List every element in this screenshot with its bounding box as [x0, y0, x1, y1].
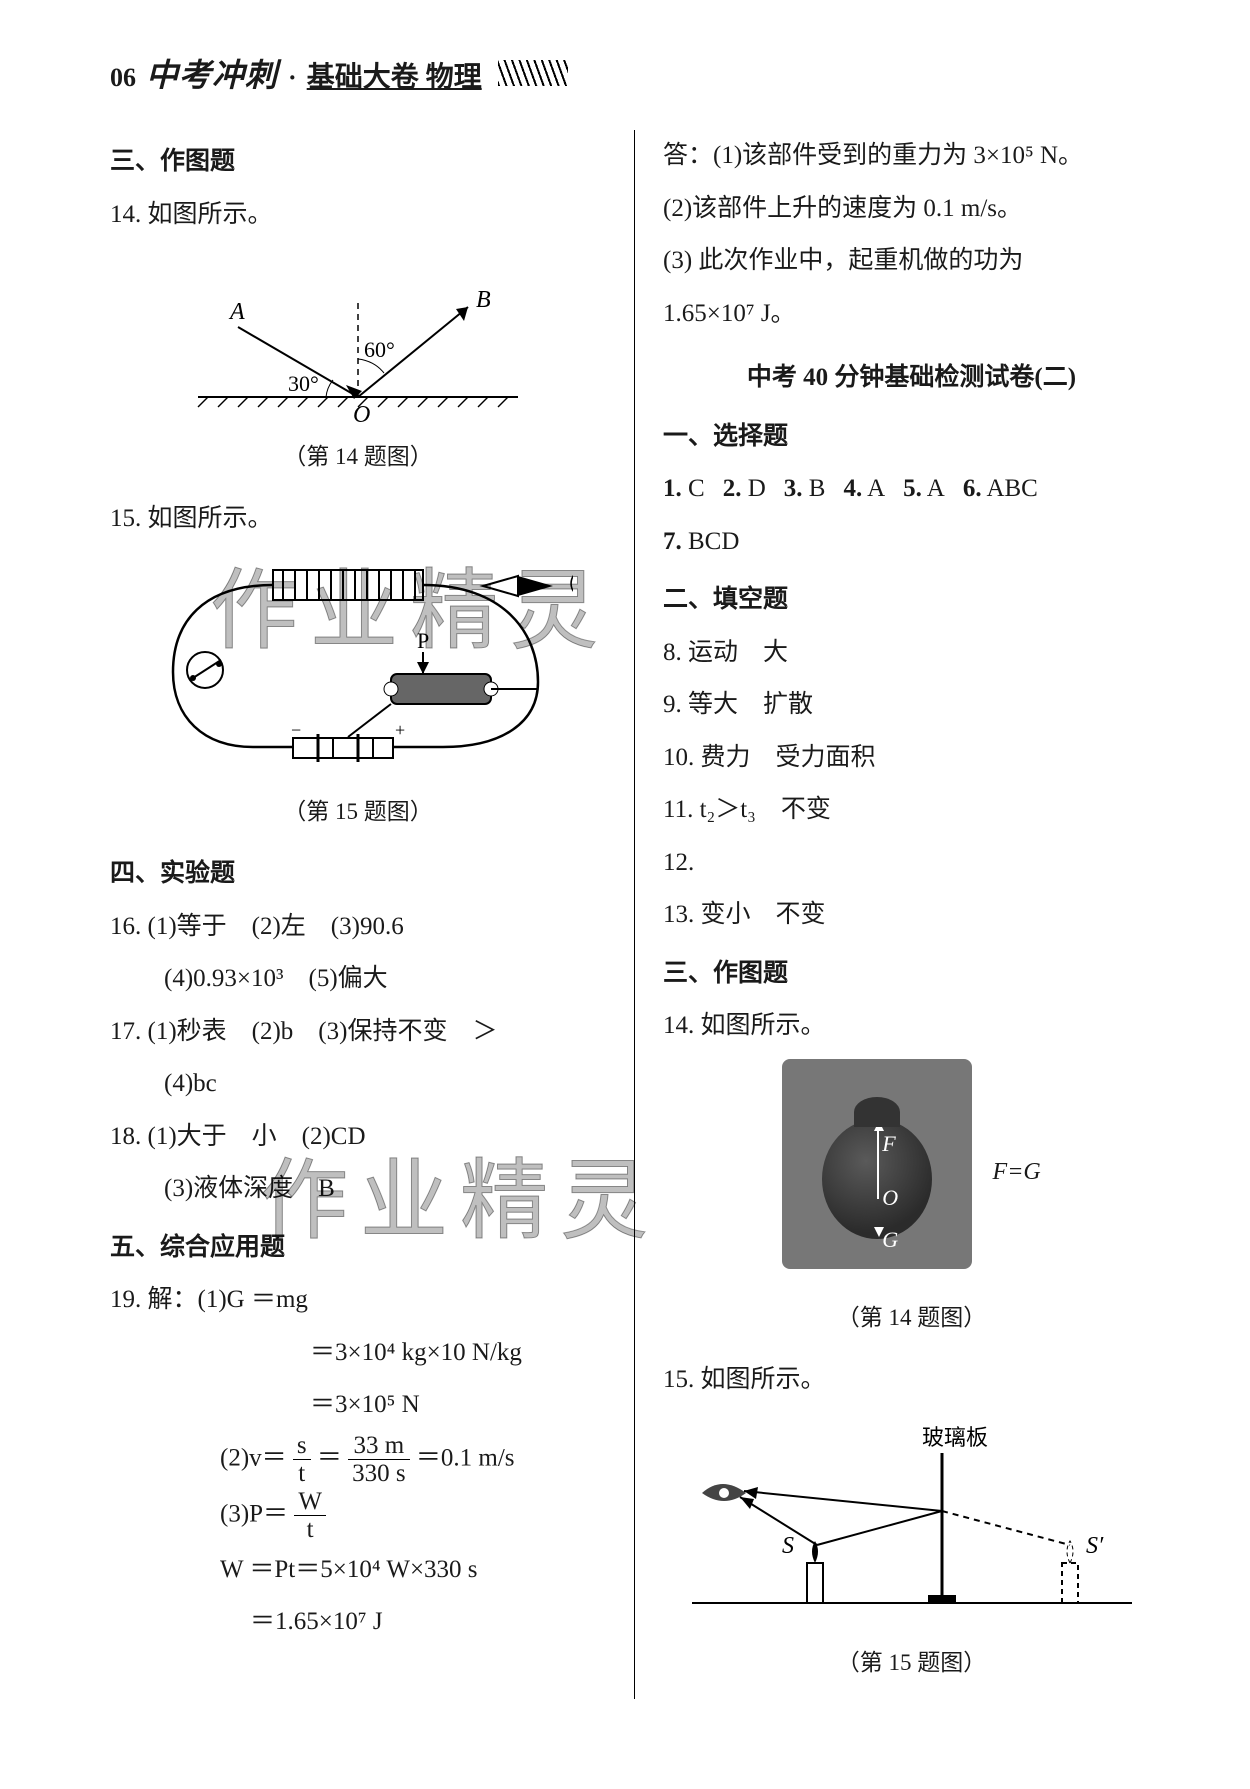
r-q14-caption: （第 14 题图）	[663, 1294, 1160, 1342]
label-glass: 玻璃板	[922, 1425, 988, 1450]
q19-l3: ＝3×10⁵ N	[110, 1379, 606, 1432]
q19-3-pre: (3)P＝	[220, 1500, 288, 1527]
r-q9: 9. 等大 扩散	[663, 679, 1160, 732]
q16b: (4)0.93×10³ (5)偏大	[110, 953, 606, 1006]
q18b: (3)液体深度 B	[110, 1163, 606, 1216]
q15-figure: P − + （S）	[110, 552, 606, 782]
paper-title: 中考 40 分钟基础检测试卷(二)	[663, 352, 1160, 405]
mc-2: 2. D	[723, 463, 766, 516]
r-q12: 12.	[663, 837, 1160, 890]
r-q15-figure: 玻璃板 S S′	[663, 1413, 1160, 1633]
ans3: (3) 此次作业中，起重机做的功为	[663, 235, 1160, 288]
r-q8: 8. 运动 大	[663, 627, 1160, 680]
q19-w1: W ＝Pt＝5×10⁴ W×330 s	[110, 1544, 606, 1597]
section-4-title: 四、实验题	[110, 848, 606, 901]
r-q13: 13. 变小 不变	[663, 889, 1160, 942]
r-q14: 14. 如图所示。	[663, 1000, 1160, 1053]
header-brand: 中考冲刺	[146, 50, 278, 96]
label-S: （S）	[555, 572, 573, 597]
section-3-title: 三、作图题	[110, 136, 606, 189]
mc-4: 4. A	[843, 463, 885, 516]
q19-part3: (3)P＝ W t	[110, 1488, 606, 1544]
mc-3: 3. B	[784, 463, 826, 516]
section-5-title: 五、综合应用题	[110, 1222, 606, 1275]
label-O: O	[353, 402, 370, 427]
r-sec2: 二、填空题	[663, 574, 1160, 627]
q18a: 18. (1)大于 小 (2)CD	[110, 1111, 606, 1164]
ans2: (2)该部件上升的速度为 0.1 m/s。	[663, 183, 1160, 236]
circuit-diagram: P − + （S）	[143, 552, 573, 782]
mc-row: 1. C 2. D 3. B 4. A 5. A 6. ABC	[663, 463, 1160, 516]
q16a: 16. (1)等于 (2)左 (3)90.6	[110, 901, 606, 954]
q19-2-eq: ＝	[317, 1444, 342, 1471]
frac-wt: W t	[294, 1488, 326, 1544]
q15-text: 15. 如图所示。	[110, 493, 606, 546]
frac-num: 33 m 330 s	[348, 1432, 409, 1488]
label-B: B	[476, 287, 491, 313]
svg-text:+: +	[395, 720, 405, 740]
q17b: (4)bc	[110, 1058, 606, 1111]
mc-6: 6. ABC	[963, 463, 1038, 516]
label-30: 30°	[288, 371, 319, 396]
q14-caption: （第 14 题图）	[110, 433, 606, 481]
label-60: 60°	[364, 337, 395, 362]
q19-2-pre: (2)v＝	[220, 1444, 287, 1471]
page-number: 06	[110, 63, 136, 93]
ans4: 1.65×10⁷ J。	[663, 288, 1160, 341]
r-sec1: 一、选择题	[663, 411, 1160, 464]
teapot-photo: FOG	[782, 1059, 972, 1269]
header-subject: 基础大卷 物理	[307, 55, 482, 95]
q19-w2: ＝1.65×10⁷ J	[110, 1596, 606, 1649]
reflection-diagram: A B O 30° 60°	[178, 247, 538, 427]
label-P: P	[417, 628, 429, 653]
r-q15: 15. 如图所示。	[663, 1354, 1160, 1407]
q19-part2: (2)v＝ s t ＝ 33 m 330 s ＝0.1 m/s	[110, 1432, 606, 1488]
q19-2-post: ＝0.1 m/s	[416, 1444, 515, 1471]
right-column: 答：(1)该部件受到的重力为 3×10⁵ N。 (2)该部件上升的速度为 0.1…	[635, 130, 1160, 1699]
mc-1: 1. C	[663, 463, 705, 516]
mc-7: 7. BCD	[663, 516, 1160, 569]
mc-5: 5. A	[903, 463, 945, 516]
q15-caption: （第 15 题图）	[110, 788, 606, 836]
left-column: 三、作图题 14. 如图所示。	[110, 130, 635, 1699]
mirror-diagram: 玻璃板 S S′	[672, 1413, 1152, 1633]
label-A: A	[228, 299, 245, 325]
label-S: S	[782, 1533, 794, 1559]
q19-head: 19. 解：(1)G ＝mg	[110, 1274, 606, 1327]
q19-l2: ＝3×10⁴ kg×10 N/kg	[110, 1327, 606, 1380]
page-header: 06 中考冲刺 · 基础大卷 物理	[110, 50, 1160, 96]
q14-text: 14. 如图所示。	[110, 189, 606, 242]
r-q15-caption: （第 15 题图）	[663, 1639, 1160, 1687]
ans1: 答：(1)该部件受到的重力为 3×10⁵ N。	[663, 130, 1160, 183]
header-dot: ·	[288, 63, 297, 93]
label-FeqG: F=G	[993, 1159, 1041, 1185]
r-q11: 11. t₂＞t₃ 不变	[663, 784, 1160, 837]
r-sec3: 三、作图题	[663, 948, 1160, 1001]
r-q14-figure: FOG F=G	[663, 1059, 1160, 1289]
svg-text:−: −	[291, 720, 301, 740]
header-hatch-icon	[498, 60, 568, 86]
q17a: 17. (1)秒表 (2)b (3)保持不变 ＞	[110, 1006, 606, 1059]
label-Sp: S′	[1086, 1533, 1104, 1559]
frac-st: s t	[293, 1432, 311, 1488]
r-q10: 10. 费力 受力面积	[663, 732, 1160, 785]
q14-figure: A B O 30° 60°	[110, 247, 606, 427]
